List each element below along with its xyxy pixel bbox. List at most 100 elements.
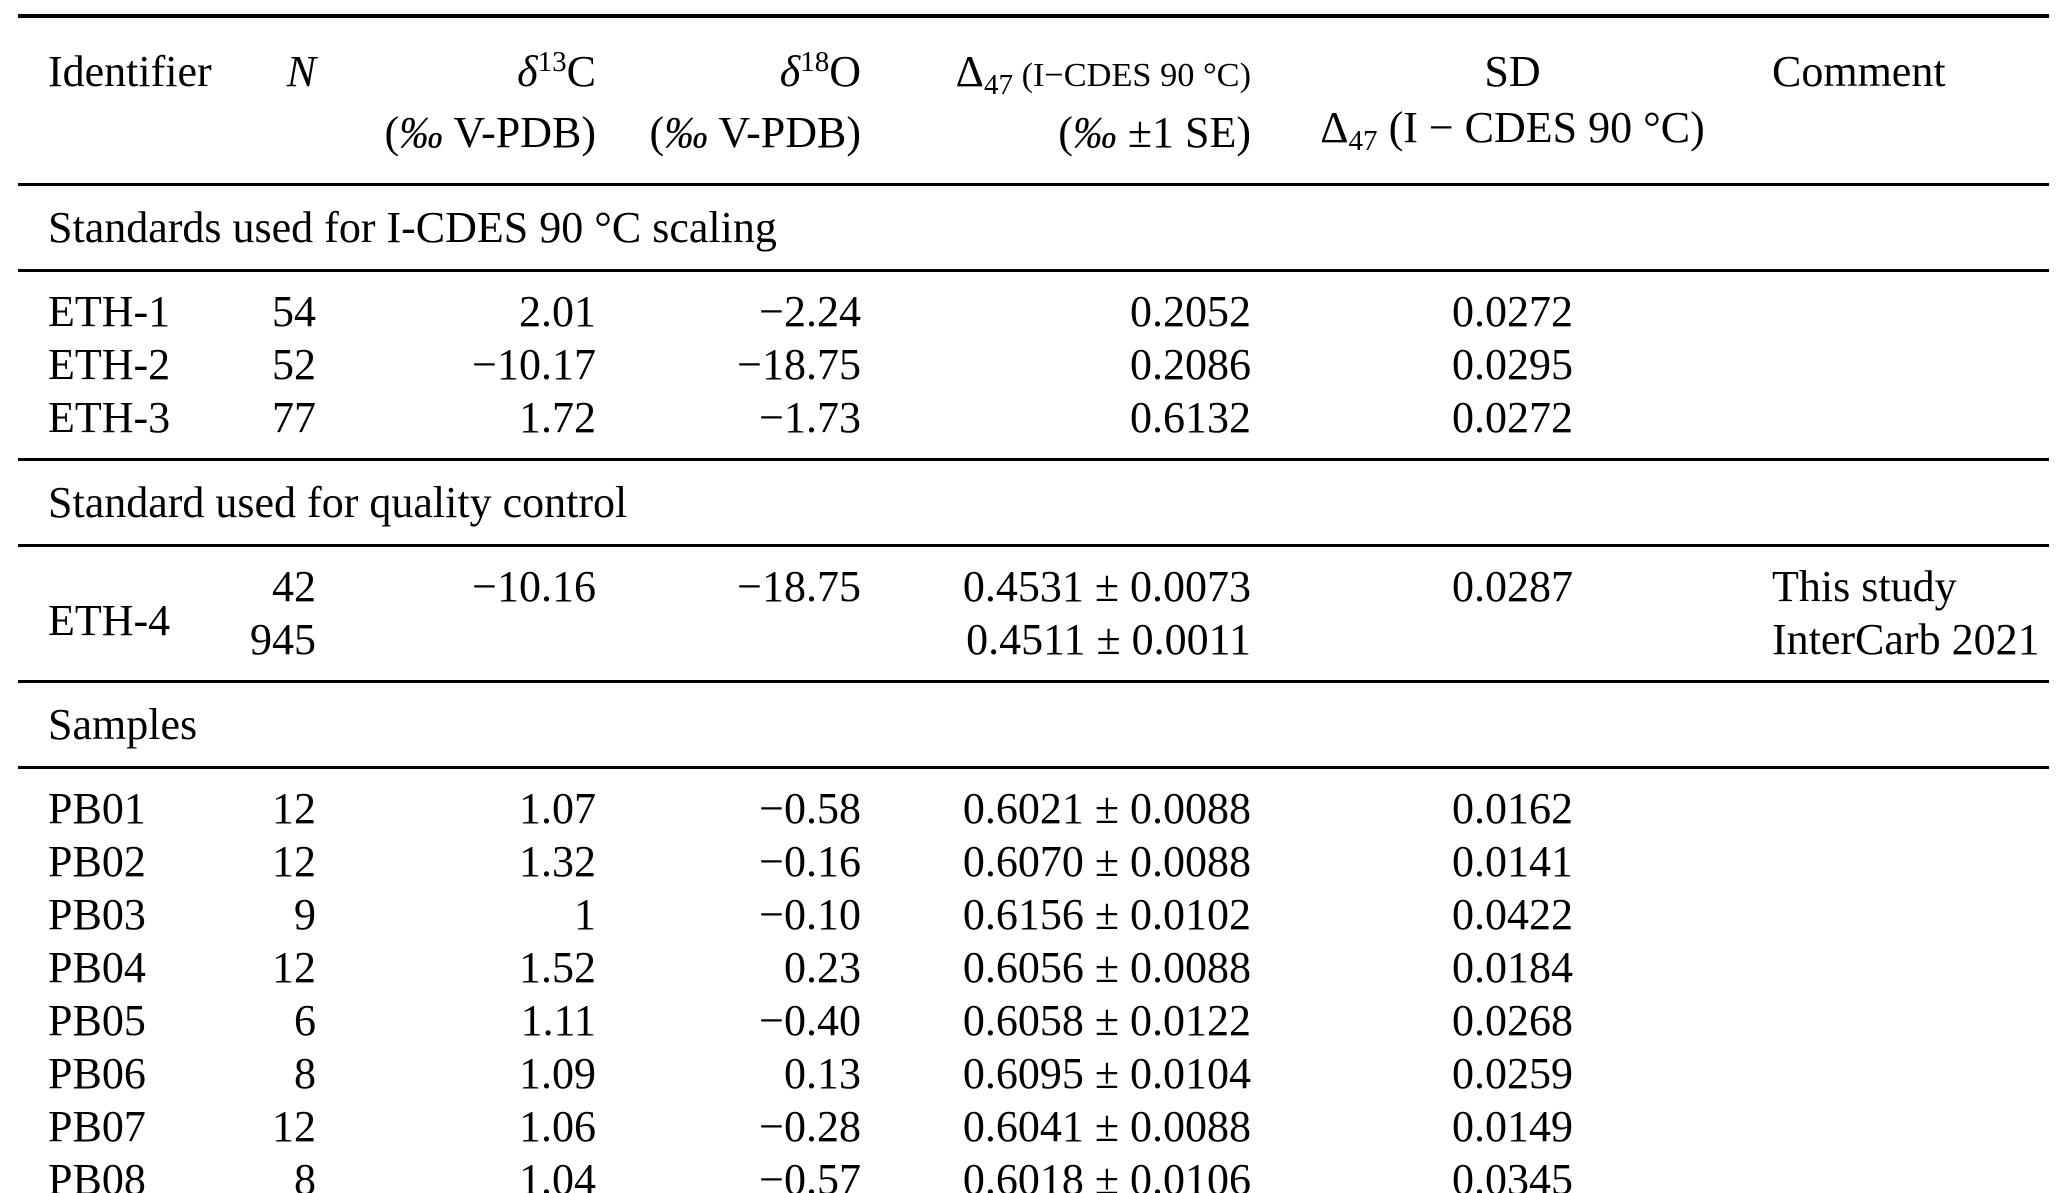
- header-text-part: ‰: [399, 108, 444, 157]
- cell-comment: [1770, 994, 2049, 1047]
- cell-d13c: 1.11: [520, 996, 596, 1045]
- cell-d18o: −18.75: [737, 562, 861, 611]
- cell-d47: 0.6021 ± 0.0088: [962, 784, 1251, 833]
- section-title: Samples: [18, 680, 2049, 769]
- cell-sd: 0.0422: [1452, 890, 1573, 939]
- cell-identifier: ETH-1: [48, 287, 171, 336]
- cell-d47: 0.4531 ± 0.0073: [962, 562, 1251, 611]
- column-header-line1: Comment: [1772, 44, 2049, 100]
- section-title-row: Standard used for quality control: [18, 458, 2049, 547]
- header-text-part: 47: [1348, 125, 1378, 158]
- cell-comment: [1770, 941, 2049, 994]
- cell-sd: 0.0272: [1452, 287, 1573, 336]
- header-text-part: SD: [1484, 47, 1541, 96]
- cell-comment: [1770, 835, 2049, 888]
- section-title-row: Samples: [18, 680, 2049, 769]
- cell-n: 8: [294, 1049, 316, 1098]
- header-text-part: V-PDB): [443, 108, 596, 157]
- cell-d13c: 1.32: [519, 837, 596, 886]
- table-row: PB08 8 1.04 −0.57 0.6018 ± 0.0106 0.0345: [18, 1153, 2049, 1193]
- cell-d47: 0.6018 ± 0.0106: [962, 1155, 1251, 1193]
- section-title-row: Standards used for I-CDES 90 °C scaling: [18, 183, 2049, 272]
- table-row: PB05 6 1.11 −0.40 0.6058 ± 0.0122 0.0268: [18, 994, 2049, 1047]
- cell-d18o: −18.75: [737, 340, 861, 389]
- table-row: PB04 12 1.52 0.23 0.6056 ± 0.0088 0.0184: [18, 941, 2049, 994]
- cell-n: 8: [294, 1155, 316, 1193]
- cell-d13c: −10.16: [472, 562, 596, 611]
- cell-n: 12: [272, 1102, 316, 1151]
- column-header-line1: Δ47 (I−CDES 90 °C): [865, 44, 1251, 105]
- cell-sd: 0.0287: [1452, 562, 1573, 611]
- cell-n: 42: [272, 562, 316, 611]
- cell-comment: InterCarb 2021: [1772, 615, 2040, 664]
- header-text-part: δ: [517, 47, 538, 96]
- cell-d18o: −0.16: [759, 837, 861, 886]
- cell-sd: 0.0141: [1452, 837, 1573, 886]
- cell-sd: [1255, 613, 1770, 682]
- cell-sd: 0.0259: [1452, 1049, 1573, 1098]
- cell-identifier: PB08: [48, 1155, 146, 1193]
- table-row: PB06 8 1.09 0.13 0.6095 ± 0.0104 0.0259: [18, 1047, 2049, 1100]
- cell-comment: [1770, 271, 2049, 339]
- cell-n: 12: [272, 943, 316, 992]
- cell-sd: 0.0295: [1452, 340, 1573, 389]
- header-text-part: ‰: [1072, 108, 1117, 157]
- cell-d47: 0.6095 ± 0.0104: [962, 1049, 1251, 1098]
- cell-d47: 0.6070 ± 0.0088: [962, 837, 1251, 886]
- cell-identifier: PB03: [48, 890, 146, 939]
- header-text-part: V-PDB): [708, 108, 861, 157]
- cell-sd: 0.0272: [1452, 393, 1573, 442]
- header-text-part: Comment: [1772, 47, 1946, 96]
- column-header-d47: Δ47 (I−CDES 90 °C) (‰ ±1 SE): [865, 16, 1255, 185]
- cell-n: 12: [272, 784, 316, 833]
- table-row: PB03 9 1 −0.10 0.6156 ± 0.0102 0.0422: [18, 888, 2049, 941]
- header-text-part: δ: [779, 47, 801, 96]
- cell-comment: This study: [1772, 562, 1957, 611]
- column-header-d13c: δ13C (‰ V-PDB): [320, 16, 600, 185]
- cell-d13c: 1.06: [519, 1102, 596, 1151]
- table-body: Standards used for I-CDES 90 °C scaling E…: [18, 183, 2049, 1193]
- column-header-comment: Comment: [1770, 16, 2049, 185]
- column-header-line2: (‰ ±1 SE): [865, 105, 1251, 161]
- cell-comment: [1770, 768, 2049, 836]
- header-text-part: ±1 SE): [1116, 108, 1251, 157]
- header-text-part: 18: [800, 45, 830, 78]
- header-text-part: (: [384, 108, 400, 157]
- cell-identifier: PB01: [48, 784, 146, 833]
- cell-n: 77: [272, 393, 316, 442]
- cell-d18o: −2.24: [759, 287, 861, 336]
- cell-d13c: 1.72: [519, 393, 596, 442]
- header-text-part: Identifier: [48, 47, 212, 96]
- cell-d18o: −0.28: [759, 1102, 861, 1151]
- cell-identifier: PB02: [48, 837, 146, 886]
- cell-d47: 0.6156 ± 0.0102: [962, 890, 1251, 939]
- cell-identifier: PB07: [48, 1102, 146, 1151]
- cell-n: 52: [272, 340, 316, 389]
- header-text-part: (I−CDES 90 °C): [1013, 56, 1251, 94]
- cell-identifier: PB06: [48, 1049, 146, 1098]
- cell-identifier: PB05: [48, 996, 146, 1045]
- cell-sd: 0.0149: [1452, 1102, 1573, 1151]
- cell-sd: 0.0268: [1452, 996, 1573, 1045]
- column-header-line2: Δ47 (I − CDES 90 °C): [1255, 100, 1770, 161]
- header-text-part: C: [566, 47, 596, 96]
- table-row: ETH-2 52 −10.17 −18.75 0.2086 0.0295: [18, 338, 2049, 391]
- cell-comment: [1770, 338, 2049, 391]
- table-row: PB01 12 1.07 −0.58 0.6021 ± 0.0088 0.0162: [18, 768, 2049, 836]
- column-header-line1: N: [230, 44, 316, 100]
- cell-comment: [1770, 1100, 2049, 1153]
- cell-d13c: 1.09: [519, 1049, 596, 1098]
- header-text-part: N: [286, 47, 316, 96]
- cell-sd: 0.0345: [1452, 1155, 1573, 1193]
- cell-d13c: 1.07: [519, 784, 596, 833]
- header-text-part: (: [1058, 108, 1073, 157]
- cell-sd: 0.0184: [1452, 943, 1573, 992]
- header-text-part: Δ: [1320, 103, 1349, 152]
- cell-d18o: [600, 613, 865, 682]
- cell-n: 945: [250, 615, 316, 664]
- column-header-line1: δ18O: [600, 44, 861, 105]
- cell-d18o: −0.57: [759, 1155, 861, 1193]
